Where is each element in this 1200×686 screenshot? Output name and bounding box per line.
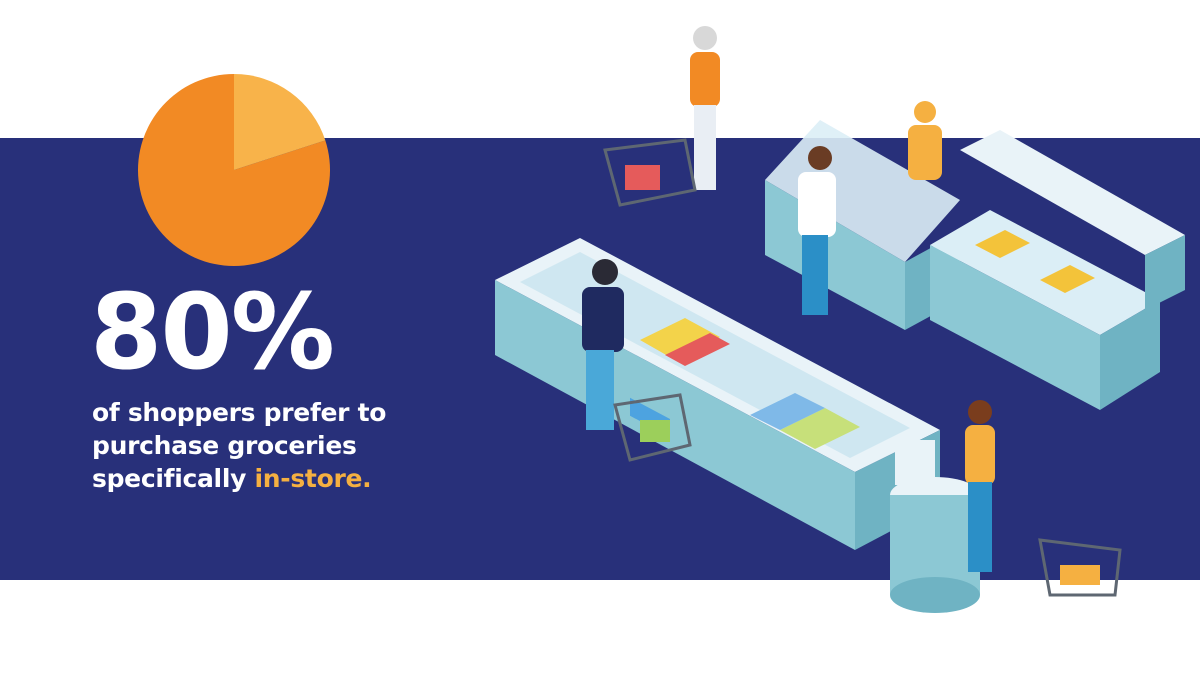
pie-chart [138, 74, 330, 266]
subline-emphasis: in-store. [254, 464, 372, 493]
cart-items [625, 165, 1100, 585]
checkout-scale [890, 440, 980, 613]
subline-line-1: of shoppers prefer to [92, 398, 387, 427]
pie-slice-1 [234, 74, 326, 170]
headline-stat: 80% [90, 271, 335, 393]
subline-text: of shoppers prefer to purchase groceries… [92, 396, 492, 495]
grocery-store-illustration [495, 26, 1185, 613]
cooler-case [930, 130, 1185, 410]
subline-line-2: purchase groceries [92, 431, 357, 460]
subline-line-3: specifically in-store. [92, 462, 492, 495]
shopper-figures [582, 26, 995, 572]
shopping-carts [603, 138, 1122, 597]
subline-line-3-prefix: specifically [92, 464, 255, 493]
